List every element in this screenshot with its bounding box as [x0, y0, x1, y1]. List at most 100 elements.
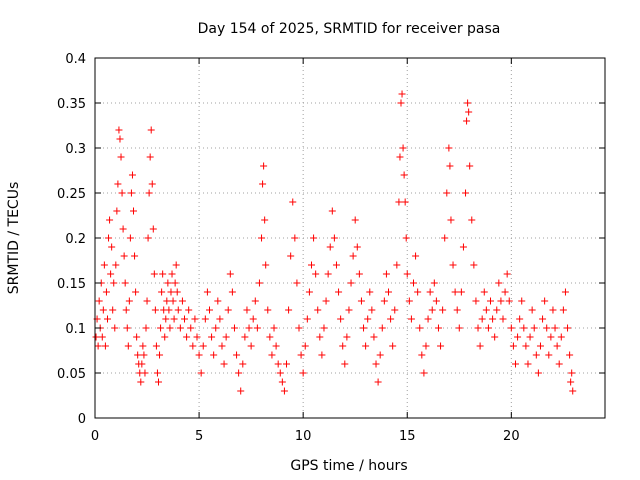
data-point: [199, 342, 207, 350]
data-point: [193, 333, 201, 341]
data-point: [126, 234, 134, 242]
data-point: [121, 279, 129, 287]
data-point: [112, 261, 120, 269]
data-point: [553, 342, 561, 350]
data-point: [278, 378, 286, 386]
data-point: [476, 342, 484, 350]
data-point: [109, 306, 117, 314]
data-point: [124, 342, 132, 350]
data-point: [524, 360, 532, 368]
data-point: [285, 306, 293, 314]
data-point: [214, 297, 222, 305]
y-tick-label: 0.35: [57, 97, 86, 112]
data-point: [468, 216, 476, 224]
data-point: [255, 279, 263, 287]
data-point: [243, 306, 251, 314]
data-point: [520, 324, 528, 332]
data-point: [414, 288, 422, 296]
data-point: [287, 252, 295, 260]
data-point: [152, 342, 160, 350]
data-point: [432, 297, 440, 305]
data-point: [318, 351, 326, 359]
data-point: [253, 324, 261, 332]
data-point: [251, 297, 259, 305]
data-point: [261, 216, 269, 224]
data-point: [191, 315, 199, 323]
data-point: [189, 342, 197, 350]
y-tick-labels: 0 0.05 0.1 0.15 0.2 0.25 0.3 0.35 0.4: [57, 52, 86, 427]
data-point: [567, 378, 575, 386]
x-axis-label: GPS time / hours: [290, 458, 407, 474]
data-point: [387, 315, 395, 323]
data-point: [526, 333, 534, 341]
data-point: [174, 306, 182, 314]
data-point: [280, 387, 288, 395]
data-point: [270, 324, 278, 332]
data-point: [293, 279, 301, 287]
data-point: [153, 369, 161, 377]
data-point: [368, 306, 376, 314]
data-point: [566, 351, 574, 359]
data-point: [557, 333, 565, 341]
x-tick-label: 0: [91, 429, 99, 444]
data-point: [120, 252, 128, 260]
data-point: [212, 324, 220, 332]
data-point: [122, 306, 130, 314]
data-point: [108, 243, 116, 251]
data-point: [401, 198, 409, 206]
data-point: [162, 315, 170, 323]
data-point: [127, 189, 135, 197]
data-point: [274, 360, 282, 368]
data-point: [233, 351, 241, 359]
data-point: [497, 297, 505, 305]
data-point: [106, 216, 114, 224]
y-axis-label: SRMTID / TECUs: [6, 182, 22, 295]
data-point: [539, 315, 547, 323]
data-point: [110, 279, 118, 287]
data-point: [495, 279, 503, 287]
data-point: [339, 342, 347, 350]
data-point: [322, 297, 330, 305]
data-point: [389, 342, 397, 350]
data-point: [161, 333, 169, 341]
data-point: [154, 378, 162, 386]
data-point: [148, 180, 156, 188]
data-point: [150, 270, 158, 278]
data-point: [134, 351, 142, 359]
data-point: [183, 333, 191, 341]
data-point: [222, 333, 230, 341]
data-point: [393, 261, 401, 269]
data-point: [330, 234, 338, 242]
data-point: [114, 180, 122, 188]
data-point: [169, 297, 177, 305]
data-point: [305, 288, 313, 296]
data-point: [205, 306, 213, 314]
data-point: [561, 288, 569, 296]
data-point: [138, 360, 146, 368]
data-point: [376, 351, 384, 359]
data-point: [310, 234, 318, 242]
y-tick-label: 0.1: [65, 322, 86, 337]
data-point: [370, 333, 378, 341]
data-point: [426, 288, 434, 296]
data-point: [115, 126, 123, 134]
data-point: [349, 252, 357, 260]
data-point: [543, 324, 551, 332]
data-point: [241, 333, 249, 341]
data-point: [111, 324, 119, 332]
plot-frame: [94, 57, 606, 419]
data-point: [301, 342, 309, 350]
data-point: [245, 324, 253, 332]
data-point: [125, 297, 133, 305]
data-point: [201, 315, 209, 323]
data-point: [489, 315, 497, 323]
data-point: [226, 270, 234, 278]
data-point: [289, 198, 297, 206]
data-point: [493, 306, 501, 314]
data-point: [462, 189, 470, 197]
data-point: [181, 315, 189, 323]
x-tick-label: 5: [195, 429, 203, 444]
x-tick-label: 20: [503, 429, 520, 444]
data-point: [396, 153, 404, 161]
